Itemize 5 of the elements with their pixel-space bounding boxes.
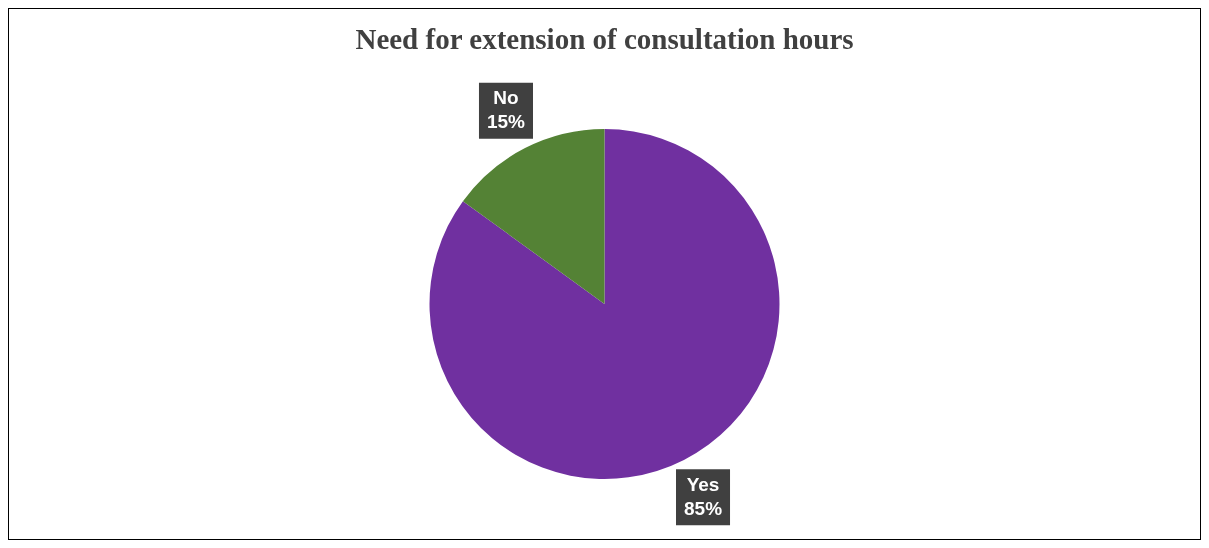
slice-label: Yes [686, 473, 720, 495]
slice-label: No [493, 86, 519, 108]
data-label: 85% [684, 497, 723, 519]
chart-title: Need for extension of consultation hours [354, 23, 855, 56]
data-label: 15% [486, 110, 526, 132]
